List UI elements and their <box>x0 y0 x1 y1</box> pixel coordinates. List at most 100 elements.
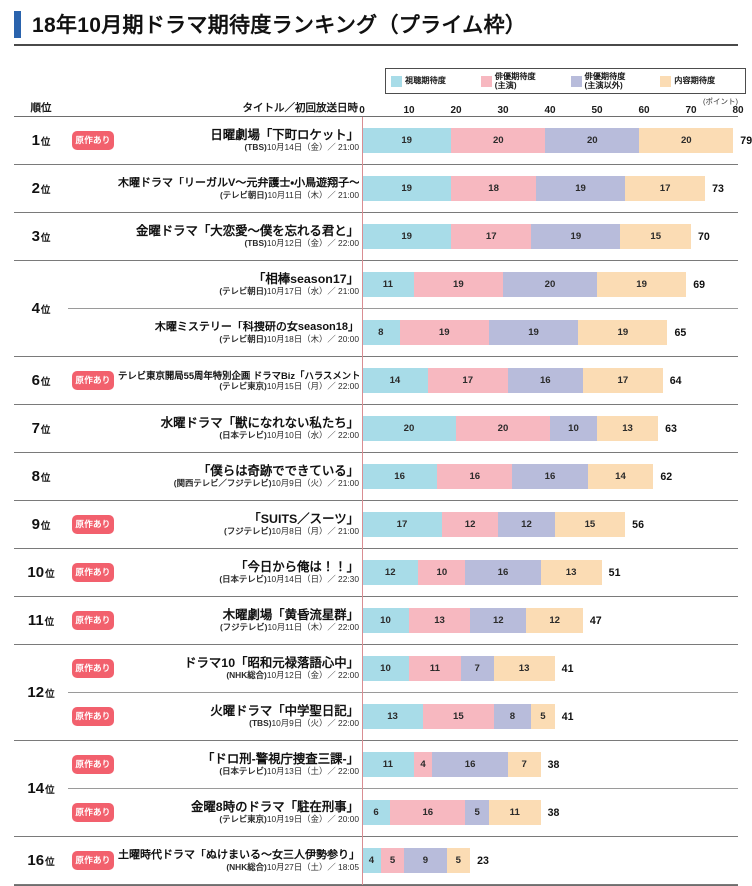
table-row[interactable]: 原作あり 土曜時代ドラマ「ぬけまいる～女三人伊勢参り」 (NHK総合)10月27日（… <box>68 837 738 884</box>
bar-segment-1: 13 <box>362 704 424 729</box>
rank-number: 6 <box>31 372 40 389</box>
bar-cell: 10 11 7 13 41 <box>362 645 738 692</box>
x-axis-tick-80: 80 <box>732 105 744 116</box>
program-title-cell: 木曜ミステリー「科捜研の女season18」 (テレビ朝日)10月18日（木）／ … <box>118 321 362 345</box>
stacked-bar: 17 12 12 15 <box>362 512 626 537</box>
program-title: 木曜劇場「黄昏流星群」 <box>222 607 359 622</box>
table-row[interactable]: 原作あり「相棒season17」(テレビ朝日)10月17日（水）／ 21:001… <box>68 261 738 308</box>
rank-suffix: 位 <box>40 304 51 316</box>
legend-swatch-icon <box>660 75 672 87</box>
bar-segment-4: 5 <box>446 848 471 873</box>
table-row[interactable]: 原作あり木曜ミステリー「科捜研の女season18」(テレビ朝日)10月18日（… <box>68 308 738 356</box>
rank-number: 11 <box>27 612 44 629</box>
bar-cell: 19 20 20 20 79 <box>362 117 752 164</box>
rank-group: 16 位原作あり 土曜時代ドラマ「ぬけまいる～女三人伊勢参り」 (NHK総合)10月2… <box>14 837 738 885</box>
bar-segment-3: 16 <box>507 368 583 393</box>
table-row[interactable]: 原作あり木曜ドラマ「リーガルV～元弁護士・小鳥遊翔子～」(テレビ朝日)10月11… <box>68 165 738 212</box>
rank-label: 10 位 <box>14 549 68 596</box>
badge-cell: 原作あり <box>68 227 118 246</box>
axis-unit-label: (ポイント) <box>703 97 738 106</box>
rank-group-body: 原作あり木曜ドラマ「リーガルV～元弁護士・小鳥遊翔子～」(テレビ朝日)10月11… <box>68 165 738 212</box>
broadcaster-name: (テレビ朝日) <box>219 286 267 297</box>
bar-segment-4: 17 <box>582 368 663 393</box>
bar-total-value: 73 <box>712 182 724 195</box>
badge-cell: 原作あり <box>68 563 118 582</box>
rank-group-body: 原作あり「僕らは奇跡でできている」(関西テレビ／フジテレビ)10月9日（火）／ … <box>68 453 738 500</box>
table-header-row: 順位 タイトル／初回放送日時 0 10 20 30 40 50 60 70 80 <box>14 94 744 116</box>
rank-number: 9 <box>31 516 40 533</box>
broadcaster-name: (NHK総合) <box>226 670 267 681</box>
program-broadcast-info: (TBS)10月9日（火）／ 22:00 <box>249 718 359 729</box>
bar-segment-4: 19 <box>578 320 668 345</box>
stacked-bar: 19 17 19 15 <box>362 224 691 249</box>
bar-cell: 4 5 9 5 23 <box>362 837 738 884</box>
rank-number: 3 <box>31 228 40 245</box>
stacked-bar: 6 16 5 11 <box>362 800 541 825</box>
program-title: 火曜ドラマ「中学聖日記」 <box>210 703 359 718</box>
stacked-bar: 11 19 20 19 <box>362 272 687 297</box>
rank-label: 16 位 <box>14 837 68 884</box>
bar-segment-4: 13 <box>493 656 555 681</box>
rank-suffix: 位 <box>40 184 51 196</box>
program-title: 「相棒season17」 <box>252 271 359 286</box>
broadcaster-name: (フジテレビ) <box>220 622 268 633</box>
page-title: 18年10月期ドラマ期待度ランキング（プライム枠） <box>32 14 527 37</box>
program-title-cell: 「ドロ刑-警視庁捜査三課-」 (日本テレビ)10月13日（土）／ 22:00 <box>118 752 362 777</box>
table-row[interactable]: 原作あり 日曜劇場「下町ロケット」 (TBS)10月14日（金）／ 21:00 19 2… <box>68 117 752 164</box>
table-row[interactable]: 原作あり水曜ドラマ「獣になれない私たち」(日本テレビ)10月10日（水）／ 22… <box>68 405 738 452</box>
bar-total-value: 70 <box>697 230 710 243</box>
legend-label: 俳優期待度 (主演) <box>494 71 536 90</box>
bar-segment-1: 6 <box>362 800 391 825</box>
table-row[interactable]: 原作あり金曜ドラマ「大恋愛～僕を忘れる君と」(TBS)10月12日（金）／ 22… <box>68 213 738 260</box>
bar-segment-3: 9 <box>404 848 447 873</box>
bar-cell: 16 16 16 14 62 <box>362 453 738 500</box>
bar-total-value: 64 <box>669 374 682 387</box>
program-title-cell: 「今日から俺は！！」 (日本テレビ)10月14日（日）／ 22:30 <box>118 560 362 585</box>
broadcaster-name: (TBS) <box>244 142 267 153</box>
badge-cell: 原作あり <box>68 131 118 150</box>
table-row[interactable]: 原作あり 「今日から俺は！！」 (日本テレビ)10月14日（日）／ 22:30 12 1… <box>68 549 738 596</box>
status-badge-original-work: 原作あり <box>72 515 114 534</box>
legend-item-2: 俳優期待度 (主演) <box>476 72 566 90</box>
bar-segment-2: 16 <box>390 800 466 825</box>
rank-suffix: 位 <box>45 688 55 700</box>
badge-cell: 原作あり <box>68 803 118 822</box>
stacked-bar: 12 10 16 13 <box>362 560 602 585</box>
bar-cell: 11 4 16 7 38 <box>362 741 738 788</box>
program-title: ドラマ10「昭和元禄落語心中」 <box>184 655 359 670</box>
table-row[interactable]: 原作あり 木曜劇場「黄昏流星群」 (フジテレビ)10月11日（木）／ 22:00 10… <box>68 597 738 644</box>
bar-segment-4: 19 <box>596 272 687 297</box>
bar-cell: 19 18 19 17 73 <box>362 165 738 212</box>
table-row[interactable]: 原作あり 金曜8時のドラマ「駐在刑事」 (テレビ東京)10月19日（金）／ 20:0… <box>68 788 738 836</box>
rank-group-body: 原作あり 「今日から俺は！！」 (日本テレビ)10月14日（日）／ 22:30 12 1… <box>68 549 738 596</box>
bar-segment-3: 20 <box>545 128 640 153</box>
bar-cell: 14 17 16 17 64 <box>362 357 738 404</box>
program-broadcast-info: (日本テレビ)10月14日（日）／ 22:30 <box>219 574 359 585</box>
program-broadcast-info: (テレビ朝日)10月18日（木）／ 20:00 <box>219 333 359 344</box>
bar-segment-2: 19 <box>399 320 489 345</box>
table-row[interactable]: 原作あり ドラマ10「昭和元禄落語心中」 (NHK総合)10月12日（金）／ 22:… <box>68 645 738 692</box>
bar-segment-4: 13 <box>597 416 659 441</box>
bar-segment-4: 13 <box>540 560 602 585</box>
table-row[interactable]: 原作あり 「SUITS／スーツ」 (フジテレビ)10月8日（月）／ 21:00 17 1… <box>68 501 738 548</box>
rank-group-body: 原作あり 「ドロ刑-警視庁捜査三課-」 (日本テレビ)10月13日（土）／ 22:0… <box>68 741 738 836</box>
bar-segment-3: 16 <box>512 464 588 489</box>
badge-cell: 原作あり <box>68 851 118 870</box>
table-row[interactable]: 原作あり「僕らは奇跡でできている」(関西テレビ／フジテレビ)10月9日（火）／ … <box>68 453 738 500</box>
bar-segment-2: 11 <box>409 656 461 681</box>
badge-cell: 原作あり <box>68 467 118 486</box>
program-title-cell: 「SUITS／スーツ」 (フジテレビ)10月8日（月）／ 21:00 <box>118 512 362 537</box>
bar-segment-3: 19 <box>531 224 621 249</box>
table-row[interactable]: 原作あり 「ドロ刑-警視庁捜査三課-」 (日本テレビ)10月13日（土）／ 22:0… <box>68 741 738 788</box>
table-row[interactable]: 原作あり 火曜ドラマ「中学聖日記」 (TBS)10月9日（火）／ 22:00 13 15… <box>68 692 738 740</box>
legend-item-1: 視聴期待度 <box>386 75 476 87</box>
rank-suffix: 位 <box>40 232 51 244</box>
rank-suffix: 位 <box>40 424 51 436</box>
rank-group: 14 位原作あり 「ドロ刑-警視庁捜査三課-」 (日本テレビ)10月13日（土）／ 2… <box>14 741 738 837</box>
